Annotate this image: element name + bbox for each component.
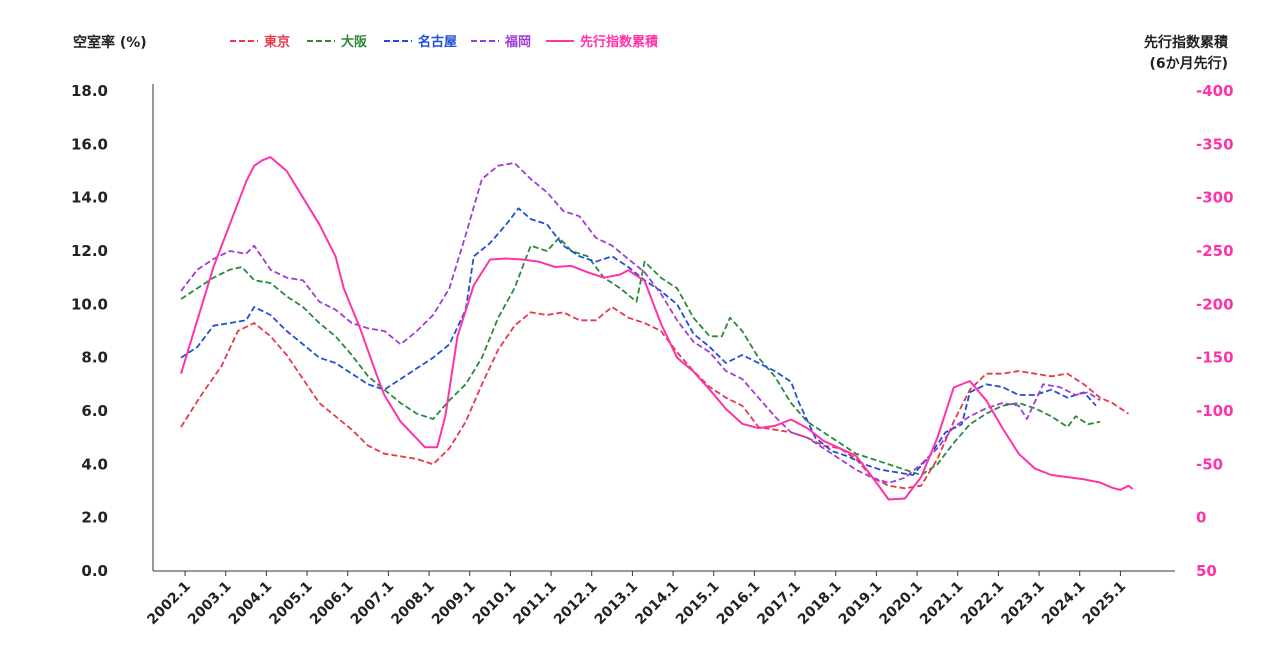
- y-right-tick-label: 50: [1196, 562, 1217, 580]
- series-lines: [180, 156, 1134, 501]
- x-tick-label: 2018.1: [795, 579, 845, 629]
- legend-label: 大阪: [341, 34, 368, 50]
- x-tick-label: 2023.1: [998, 579, 1048, 629]
- legend-label: 福岡: [504, 34, 531, 50]
- y-left-tick-label: 6.0: [81, 402, 108, 420]
- series-line-福岡: [180, 162, 1101, 484]
- x-tick-label: 2002.1: [144, 579, 194, 629]
- y-right-ticks: 50 0 -50 -100 -150 -200 -250 -300 -350 -400: [1196, 82, 1234, 580]
- x-tick-label: 2004.1: [226, 579, 276, 629]
- x-tick-label: 2005.1: [266, 579, 316, 629]
- y-left-tick-label: 18.0: [71, 82, 108, 100]
- legend-label: 東京: [264, 34, 290, 50]
- y-left-tick-label: 0.0: [81, 562, 108, 580]
- legend-label: 先行指数累積: [580, 34, 659, 50]
- y-left-ticks: 0.0 2.0 4.0 6.0 8.0 10.0 12.0 14.0 16.0 18.0: [71, 82, 108, 580]
- x-tick-label: 2014.1: [632, 579, 682, 629]
- y-right-axis-title-line2: (6か月先行): [1149, 55, 1228, 72]
- x-tick-label: 2022.1: [958, 579, 1008, 629]
- y-left-tick-label: 2.0: [81, 509, 108, 527]
- y-left-tick-label: 14.0: [71, 189, 108, 207]
- y-right-tick-label: -100: [1196, 402, 1234, 420]
- x-tick-label: 2017.1: [754, 579, 804, 629]
- y-left-tick-label: 10.0: [71, 295, 108, 313]
- x-tick-label: 2003.1: [185, 579, 235, 629]
- y-left-tick-label: 12.0: [71, 242, 108, 260]
- y-right-tick-label: -200: [1196, 295, 1234, 313]
- x-tick-label: 2007.1: [348, 579, 398, 629]
- y-right-tick-label: -50: [1196, 455, 1223, 473]
- x-tick-label: 2024.1: [1039, 579, 1089, 629]
- y-right-tick-label: -400: [1196, 82, 1234, 100]
- legend: 東京 大阪 名古屋 福岡 先行指数累積: [230, 34, 659, 50]
- x-tick-label: 2013.1: [592, 579, 642, 629]
- series-line-先行指数累積: [180, 156, 1134, 501]
- x-tick-label: 2015.1: [673, 579, 723, 629]
- y-left-tick-label: 8.0: [81, 349, 108, 367]
- x-tick-label: 2016.1: [714, 579, 764, 629]
- axes: [152, 84, 1175, 572]
- series-line-東京: [180, 306, 1129, 490]
- y-right-tick-label: -350: [1196, 135, 1234, 153]
- x-tick-label: 2006.1: [307, 579, 357, 629]
- series-line-大阪: [180, 236, 1101, 476]
- x-tick-label: 2019.1: [836, 579, 886, 629]
- y-right-tick-label: 0: [1196, 509, 1206, 527]
- x-tick-label: 2010.1: [470, 579, 520, 629]
- series-line-名古屋: [180, 207, 1097, 476]
- x-tick-label: 2008.1: [388, 579, 438, 629]
- x-tick-label: 2009.1: [429, 579, 479, 629]
- y-right-tick-label: -150: [1196, 349, 1234, 367]
- y-right-axis-title-line1: 先行指数累積: [1144, 34, 1229, 51]
- x-tick-label: 2011.1: [510, 579, 560, 629]
- x-ticks: 2002.12003.12004.12005.12006.12007.12008…: [144, 571, 1129, 628]
- x-tick-label: 2021.1: [917, 579, 967, 629]
- x-tick-label: 2020.1: [876, 579, 926, 629]
- y-left-tick-label: 16.0: [71, 135, 108, 153]
- y-right-tick-label: -300: [1196, 189, 1234, 207]
- y-left-axis-title: 空室率 (%): [73, 34, 147, 51]
- x-tick-label: 2012.1: [551, 579, 601, 629]
- y-left-tick-label: 4.0: [81, 455, 108, 473]
- legend-label: 名古屋: [418, 34, 457, 50]
- x-tick-label: 2025.1: [1080, 579, 1130, 629]
- y-right-tick-label: -250: [1196, 242, 1234, 260]
